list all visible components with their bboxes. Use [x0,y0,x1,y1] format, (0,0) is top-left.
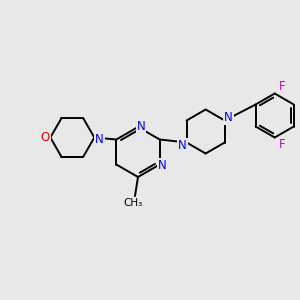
Text: N: N [136,119,146,133]
Text: CH₃: CH₃ [123,198,142,208]
Text: N: N [95,133,104,146]
Text: F: F [278,138,285,151]
Text: N: N [178,139,187,152]
Text: O: O [41,131,50,144]
Text: N: N [158,159,167,172]
Text: F: F [278,80,285,93]
Text: N: N [224,111,233,124]
